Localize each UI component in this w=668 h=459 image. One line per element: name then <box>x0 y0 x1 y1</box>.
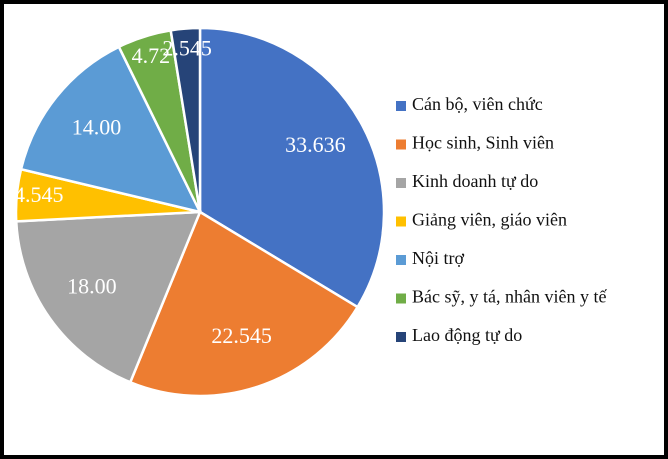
data-label: 18.00 <box>67 274 117 299</box>
pie-slice <box>19 45 203 214</box>
legend-swatch <box>396 255 406 265</box>
legend-swatch <box>396 332 406 342</box>
legend-swatch <box>396 139 406 150</box>
legend-label: Học sinh, Sinh viên <box>412 133 554 153</box>
data-label: 4.72 <box>132 43 171 68</box>
data-label: 4.545 <box>14 182 64 207</box>
data-label: 22.545 <box>211 323 272 348</box>
legend-swatch <box>396 216 406 227</box>
legend-label: Nội trợ <box>412 248 464 268</box>
legend-label: Kinh doanh tự do <box>412 171 538 191</box>
data-label: 14.00 <box>72 114 122 139</box>
legend-swatch <box>396 178 406 188</box>
legend-label: Giảng viên, giáo viên <box>412 210 567 230</box>
pie-slice <box>198 26 386 309</box>
legend-label: Cán bộ, viên chức <box>412 94 543 114</box>
pie-slice <box>128 210 360 398</box>
data-label: 2.545 <box>162 36 212 61</box>
legend-label: Bác sỹ, y tá, nhân viên y tế <box>412 287 607 307</box>
pie-slice <box>169 26 202 213</box>
legend-swatch <box>396 101 406 111</box>
legend-label: Lao động tự do <box>412 325 522 345</box>
data-label: 33.636 <box>285 132 346 157</box>
legend-swatch <box>396 293 406 304</box>
pie-slice <box>14 210 202 384</box>
